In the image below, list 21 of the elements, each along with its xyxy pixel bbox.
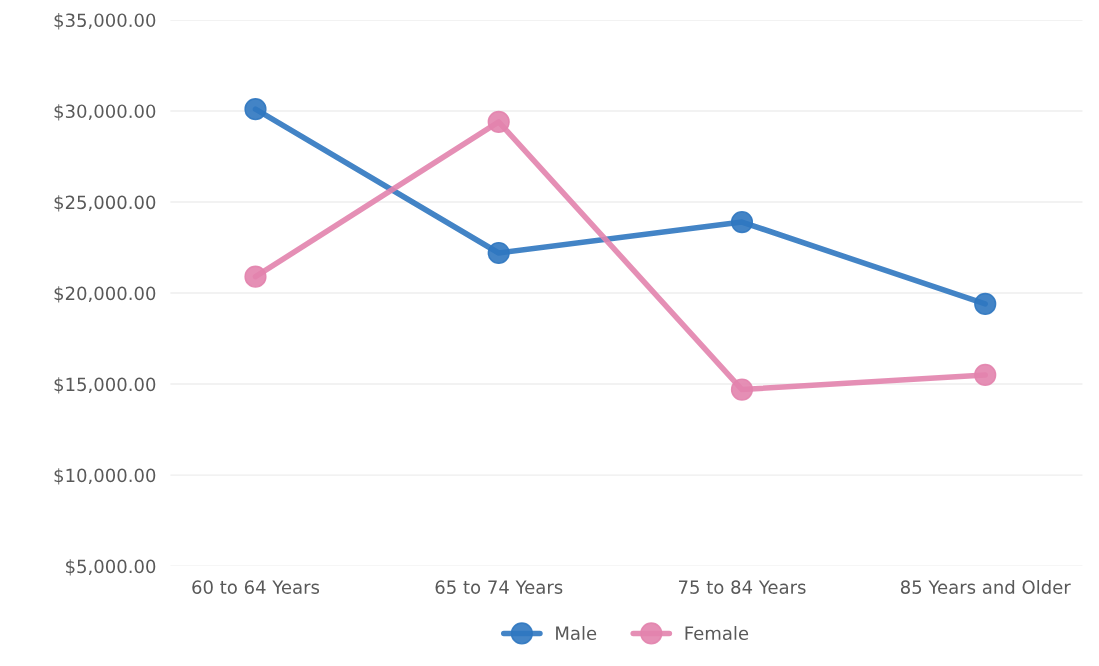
point	[487, 110, 510, 134]
point	[244, 265, 267, 288]
point	[974, 363, 997, 387]
y-tick-label: $5,000.00	[66, 559, 156, 576]
point	[730, 378, 754, 401]
y-tick-label: $30,000.00	[54, 104, 156, 121]
x-tick-label: 60 to 64 Years	[192, 580, 320, 594]
y-tick-label: $25,000.00	[54, 195, 156, 212]
legend-label: Male	[556, 626, 597, 641]
y-tick-label: $10,000.00	[54, 468, 156, 485]
legend-label: Female	[685, 626, 749, 641]
y-tick-label: $35,000.00	[54, 13, 156, 30]
x-tick-label: 75 to 84 Years	[678, 580, 806, 594]
y-tick-label: $20,000.00	[54, 286, 156, 303]
y-tick-label: $15,000.00	[54, 377, 156, 394]
point	[487, 241, 510, 265]
point	[974, 292, 997, 316]
x-tick-label: 85 Years and Older	[900, 579, 1071, 594]
point	[244, 98, 267, 121]
x-tick-label: 65 to 74 Years	[435, 580, 563, 594]
point	[730, 210, 754, 234]
